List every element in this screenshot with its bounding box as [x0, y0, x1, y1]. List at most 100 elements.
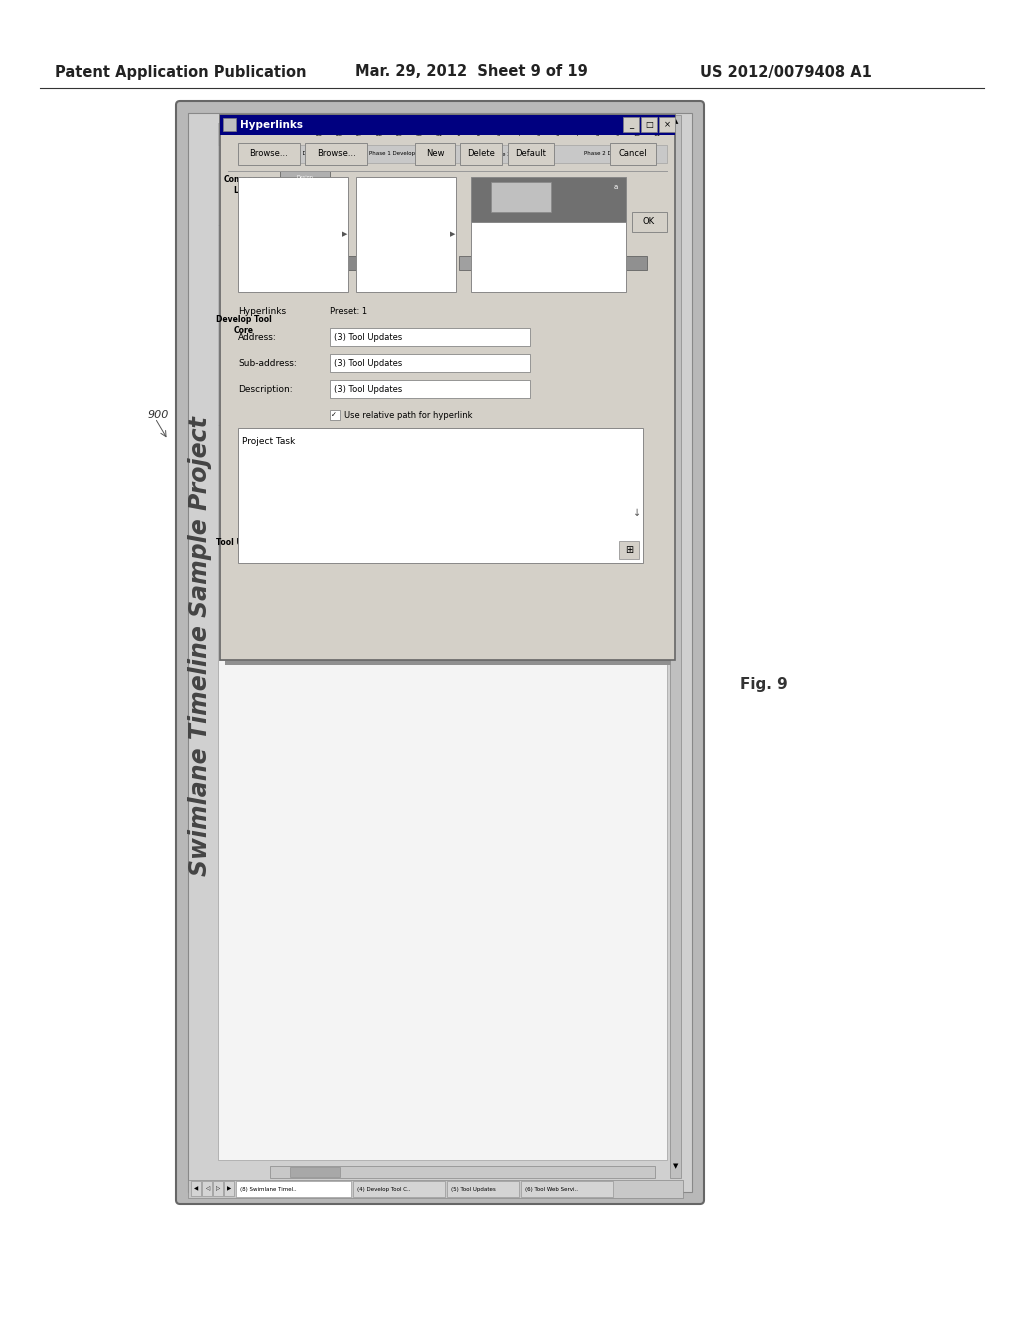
Bar [238, 177, 348, 292]
Bar [459, 256, 538, 271]
Bar [225, 120, 680, 665]
Text: Tool Upd1: Tool Upd1 [317, 466, 341, 470]
Text: 11: 11 [653, 132, 660, 136]
Text: Mar. 29, 2012  Sheet 9 of 19: Mar. 29, 2012 Sheet 9 of 19 [355, 65, 588, 79]
Bar [471, 222, 626, 292]
Bar [218, 224, 667, 425]
Bar [270, 1166, 655, 1177]
Bar [218, 123, 667, 1160]
Text: (4) Develop Tool C..: (4) Develop Tool C.. [357, 1187, 411, 1192]
Text: Address:: Address: [238, 333, 276, 342]
Bar [218, 224, 270, 425]
Text: Default: Default [515, 149, 547, 158]
Bar [508, 143, 554, 165]
Text: a: a [613, 183, 618, 190]
Text: Tool Updates: Tool Updates [216, 539, 272, 546]
Text: 2: 2 [477, 132, 480, 136]
Text: Description:: Description: [238, 384, 293, 393]
Bar [389, 461, 488, 475]
Text: 3: 3 [497, 132, 500, 136]
Bar [330, 327, 530, 346]
Bar [330, 380, 530, 399]
Bar [641, 117, 657, 132]
Bar [290, 1167, 340, 1177]
Bar [415, 143, 455, 165]
Text: 26: 26 [336, 132, 343, 136]
Bar [330, 411, 340, 420]
Bar [218, 425, 667, 660]
Bar [224, 1181, 234, 1196]
Bar [471, 177, 626, 222]
Bar [274, 256, 343, 271]
Text: Browse...: Browse... [316, 149, 355, 158]
Bar [548, 145, 667, 162]
Text: (6) Tool Web Servi..: (6) Tool Web Servi.. [525, 1187, 578, 1192]
Text: Phase 1 Development: Phase 1 Development [369, 152, 429, 157]
Bar [447, 1181, 519, 1197]
Text: Preset: 1: Preset: 1 [330, 306, 368, 315]
Text: 5: 5 [537, 132, 540, 136]
Text: Cancel: Cancel [618, 149, 647, 158]
Text: (3) Tool Updates: (3) Tool Updates [334, 359, 402, 367]
Text: 25: 25 [316, 132, 324, 136]
Bar [356, 177, 456, 292]
Text: 900: 900 [148, 411, 169, 420]
Text: US 2012/0079408 A1: US 2012/0079408 A1 [700, 65, 871, 79]
Text: ◀: ◀ [194, 1187, 198, 1192]
Bar [610, 143, 656, 165]
Bar [521, 1181, 613, 1197]
Text: 27: 27 [355, 132, 362, 136]
Text: Hyperlinks: Hyperlinks [240, 120, 303, 129]
Text: 6: 6 [556, 132, 559, 136]
Text: _: _ [629, 120, 633, 129]
Text: 28: 28 [376, 132, 383, 136]
Text: Phase 1 Develop: Phase 1 Develop [375, 260, 416, 265]
Bar [305, 143, 367, 165]
Text: Tool Upd3: Tool Upd3 [536, 466, 560, 470]
Bar [330, 354, 530, 372]
Text: 1: 1 [457, 132, 461, 136]
Bar [508, 461, 588, 475]
Text: Sub-address:: Sub-address: [238, 359, 297, 367]
Bar [213, 1181, 223, 1196]
Text: 29: 29 [395, 132, 402, 136]
Bar [618, 541, 639, 558]
Bar [220, 115, 675, 660]
Text: Delete: Delete [467, 149, 495, 158]
Text: Phase 2 D...: Phase 2 D... [483, 260, 513, 265]
Text: 30: 30 [416, 132, 422, 136]
Text: OK: OK [643, 218, 655, 227]
Text: Phase 2 Develop: Phase 2 Develop [585, 152, 631, 157]
Bar [223, 117, 236, 131]
Text: (3) Tool Updates: (3) Tool Updates [334, 384, 402, 393]
FancyBboxPatch shape [176, 102, 705, 1204]
Bar [236, 1181, 351, 1197]
Text: ◁: ◁ [205, 1187, 209, 1192]
Bar [218, 145, 667, 224]
Text: Project Task: Project Task [242, 437, 295, 446]
Text: ✓: ✓ [331, 412, 337, 418]
Text: Patent Application Publication: Patent Application Publication [55, 65, 306, 79]
Text: Swimlane Timeline Sample Project: Swimlane Timeline Sample Project [188, 416, 212, 876]
Text: Use relative path for hyperlink: Use relative path for hyperlink [344, 411, 472, 420]
Bar [202, 1181, 212, 1196]
Text: Ph2 Dev: Ph2 Dev [588, 260, 607, 265]
Bar [469, 145, 548, 162]
Text: (3) Tool Updates: (3) Tool Updates [334, 333, 402, 342]
Bar [191, 1181, 201, 1196]
Bar [238, 428, 643, 564]
Bar [188, 1180, 683, 1199]
Text: 9: 9 [615, 132, 620, 136]
Bar [218, 425, 270, 660]
Bar [353, 1181, 445, 1197]
Text: Phase 2 Des...: Phase 2 Des... [488, 152, 527, 157]
Bar [188, 114, 683, 1180]
Text: ▷: ▷ [216, 1187, 220, 1192]
Bar [632, 213, 667, 232]
Text: Hyperlinks: Hyperlinks [238, 306, 286, 315]
Text: Phase 1 Des...: Phase 1 Des... [292, 260, 326, 265]
Text: (8) Swimlane Timel..: (8) Swimlane Timel.. [240, 1187, 297, 1192]
Bar [270, 145, 667, 162]
Text: ▶: ▶ [227, 1187, 231, 1192]
Bar [220, 115, 675, 135]
